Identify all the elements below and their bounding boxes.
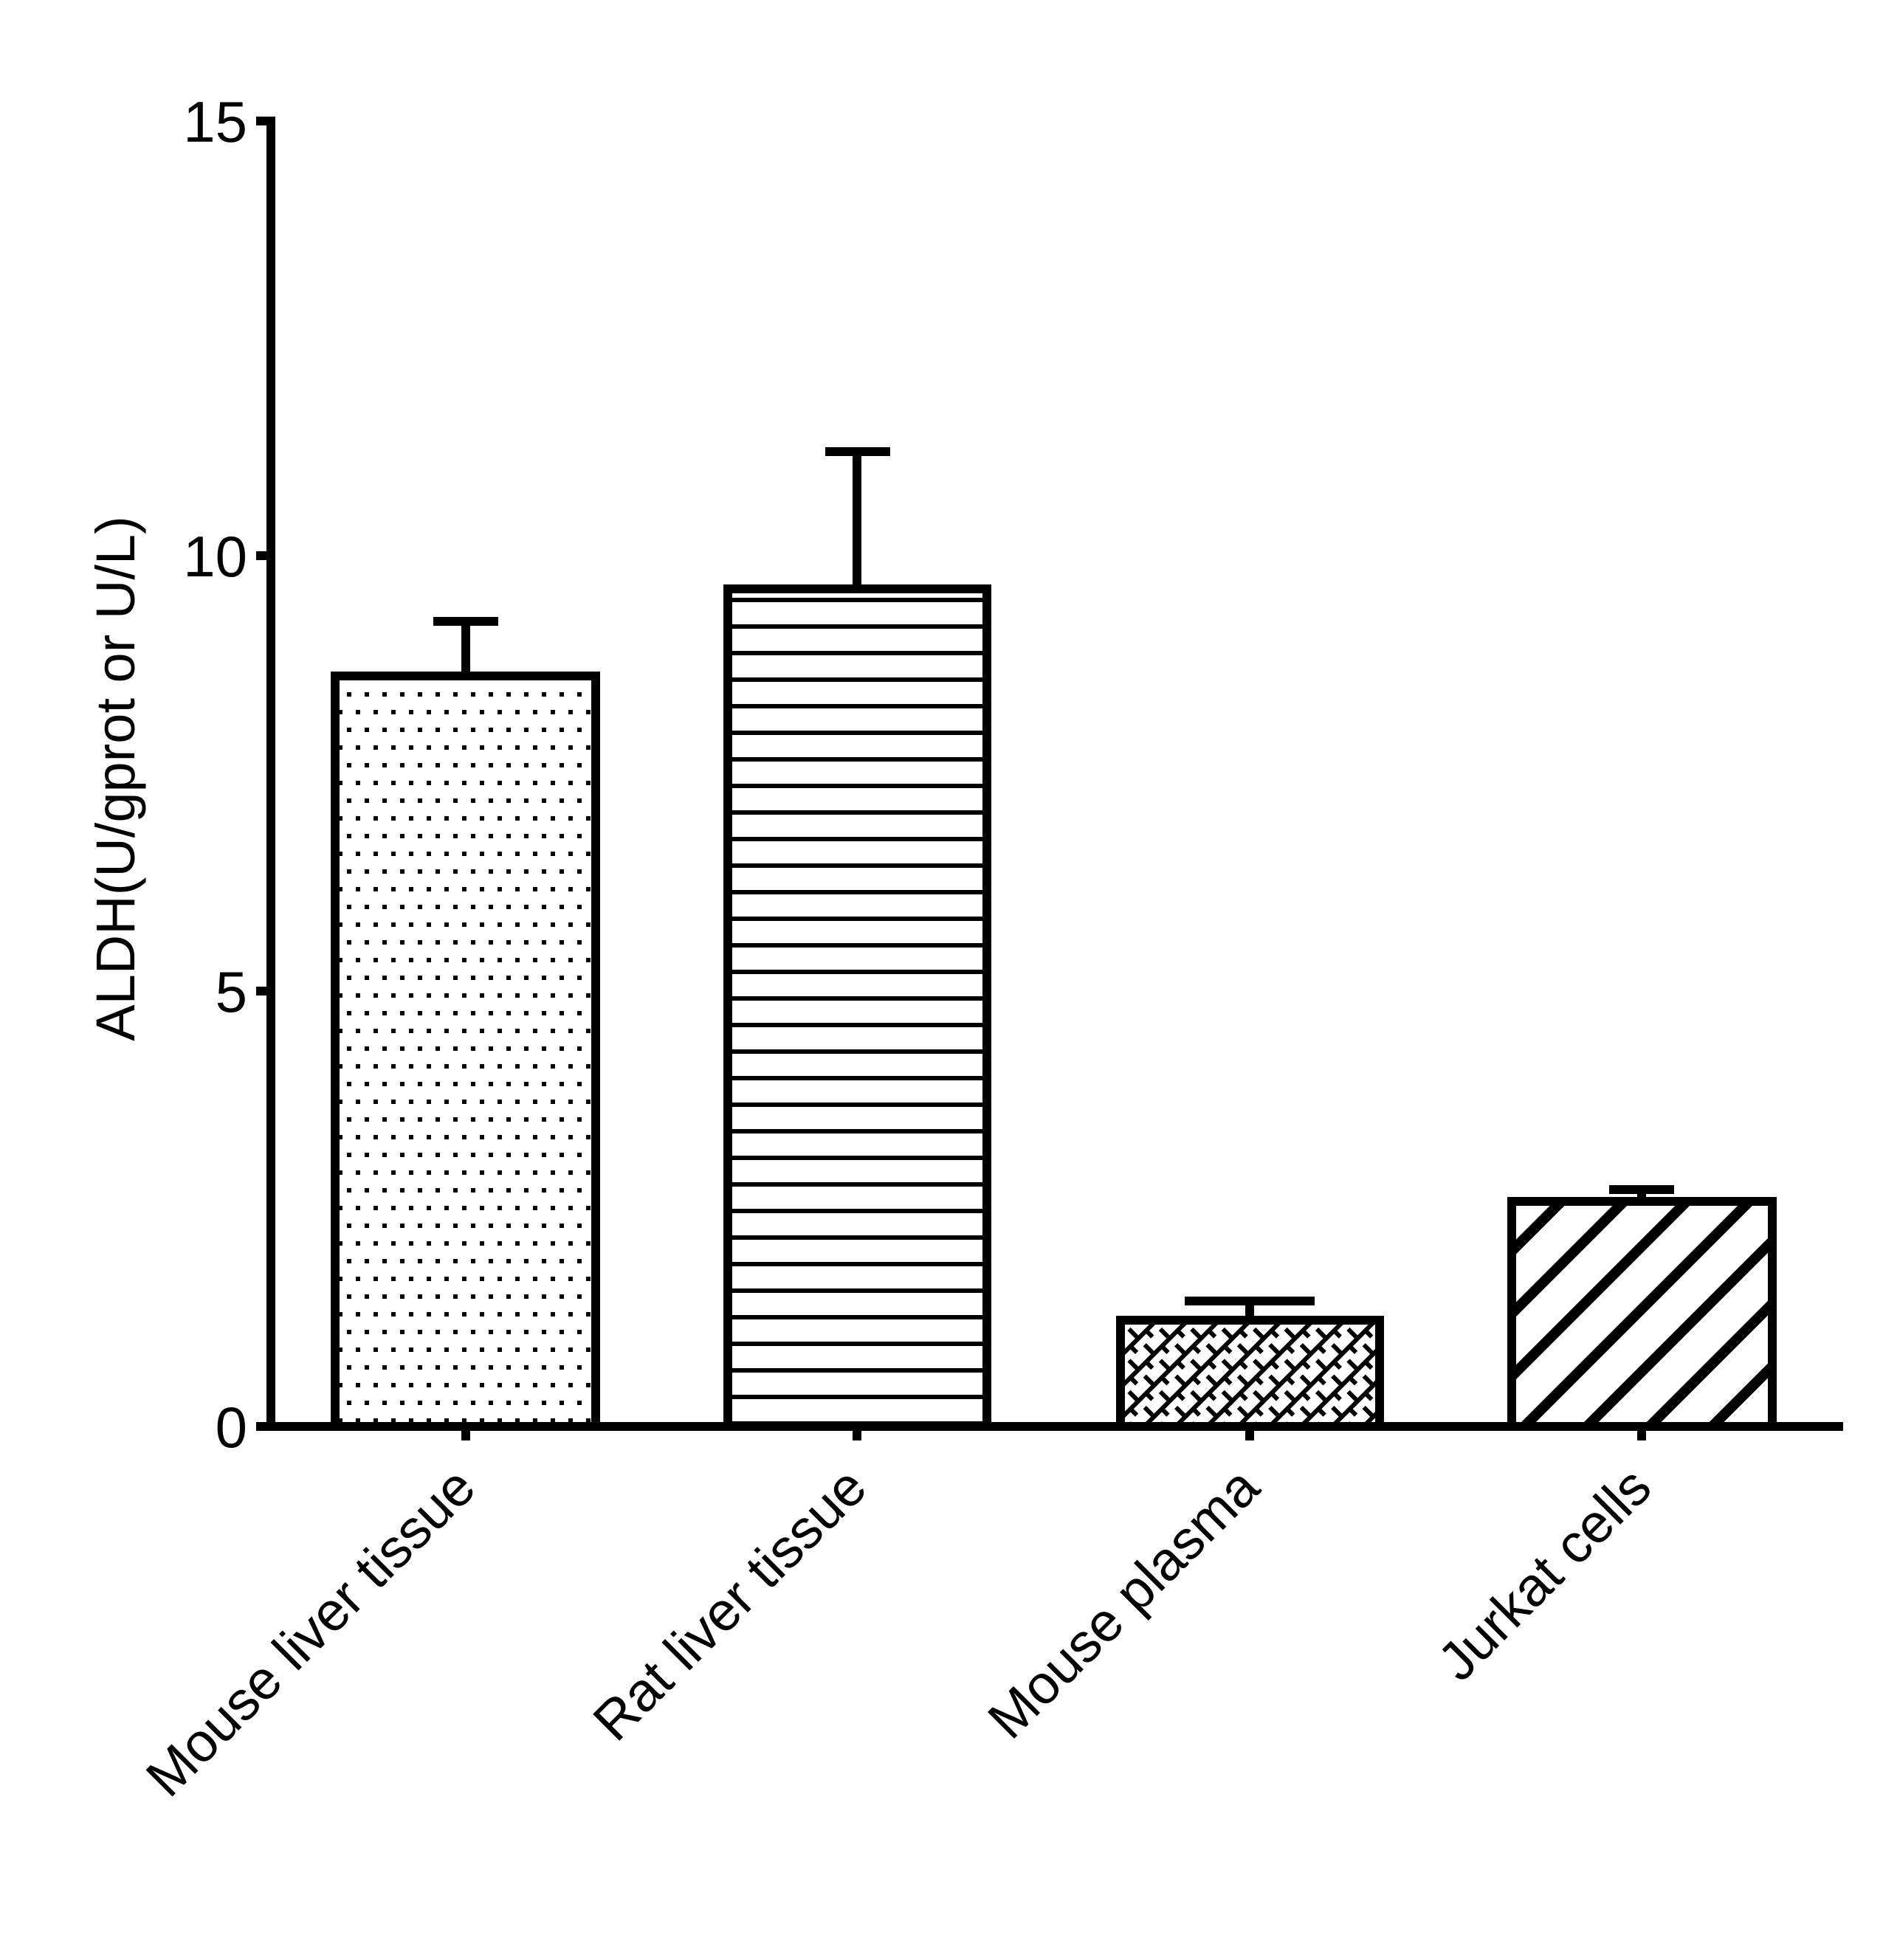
y-tick-label-10: 10 — [183, 524, 247, 589]
bars — [331, 447, 1777, 1431]
bar-jurkat-cells — [1507, 1185, 1777, 1431]
y-axis-title: ALDH(U/gprot or U/L) — [85, 516, 146, 1041]
bar-mouse-plasma — [1116, 1297, 1384, 1431]
x-label-jurkat-cells: Jurkat cells — [1426, 1456, 1662, 1692]
y-axis: 0 5 10 15 ALDH(U/gprot or U/L) — [85, 89, 275, 1460]
y-tick-label-0: 0 — [216, 1395, 247, 1460]
y-tick-label-5: 5 — [216, 959, 247, 1024]
y-tick-label-15: 15 — [183, 89, 247, 154]
x-label-rat-liver-tissue: Rat liver tissue — [581, 1456, 878, 1753]
x-label-mouse-plasma: Mouse plasma — [976, 1455, 1271, 1750]
x-axis: Mouse liver tissue Rat liver tissue Mous… — [134, 1422, 1843, 1808]
x-label-mouse-liver-tissue: Mouse liver tissue — [134, 1456, 486, 1808]
bar-rat-liver-tissue — [723, 447, 991, 1431]
bar-mouse-liver-tissue — [331, 617, 600, 1431]
